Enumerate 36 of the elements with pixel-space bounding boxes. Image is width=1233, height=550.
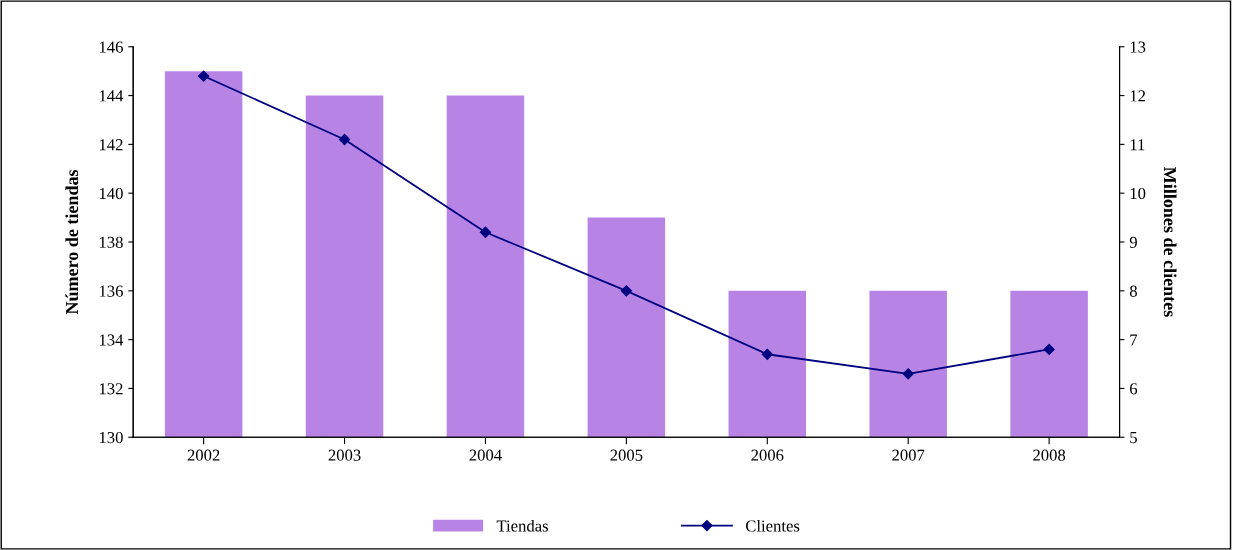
y2-tick-label: 10 [1130, 187, 1146, 200]
y-tick-label: 142 [99, 139, 123, 151]
y-tick-label: 144 [99, 90, 124, 102]
x-tick-label: 2004 [469, 449, 502, 461]
y2-tick-label: 12 [1130, 90, 1146, 102]
x-tick-label: 2007 [892, 449, 925, 461]
point [338, 133, 351, 146]
x-tick-label: 2002 [187, 449, 220, 461]
x-tick-label: 2008 [1033, 449, 1066, 461]
y2-tick-label: 9 [1129, 236, 1137, 248]
legend-label: Tiendas [496, 519, 548, 532]
point [620, 285, 632, 297]
y2-axis-title: Millones de clientes [1163, 167, 1177, 317]
y2-tick-label: 13 [1130, 41, 1146, 53]
y-tick-label: 136 [99, 285, 123, 297]
point [902, 368, 914, 380]
x-tick-label: 2005 [610, 449, 643, 461]
y-tick-label: 134 [99, 334, 124, 346]
y2-tick-label: 6 [1130, 383, 1138, 395]
y-tick-label: 130 [99, 431, 123, 444]
point [1043, 343, 1055, 355]
point [479, 226, 492, 238]
point [761, 348, 773, 360]
y2-tick-label: 11 [1130, 139, 1145, 151]
y2-tick-label: 5 [1130, 432, 1137, 444]
y2-tick-label: 8 [1129, 285, 1137, 297]
y-tick-label: 138 [99, 236, 123, 248]
y-tick-label: 132 [99, 383, 123, 395]
y-axis-title: Número de tiendas [65, 169, 79, 315]
legend-label: Clientes [745, 519, 800, 532]
point [198, 70, 210, 82]
y-tick-label: 146 [99, 41, 123, 53]
x-tick-label: 2006 [751, 449, 784, 461]
y-tick-label: 140 [99, 187, 123, 200]
x-tick-label: 2003 [328, 449, 361, 461]
y2-tick-label: 7 [1130, 334, 1138, 346]
